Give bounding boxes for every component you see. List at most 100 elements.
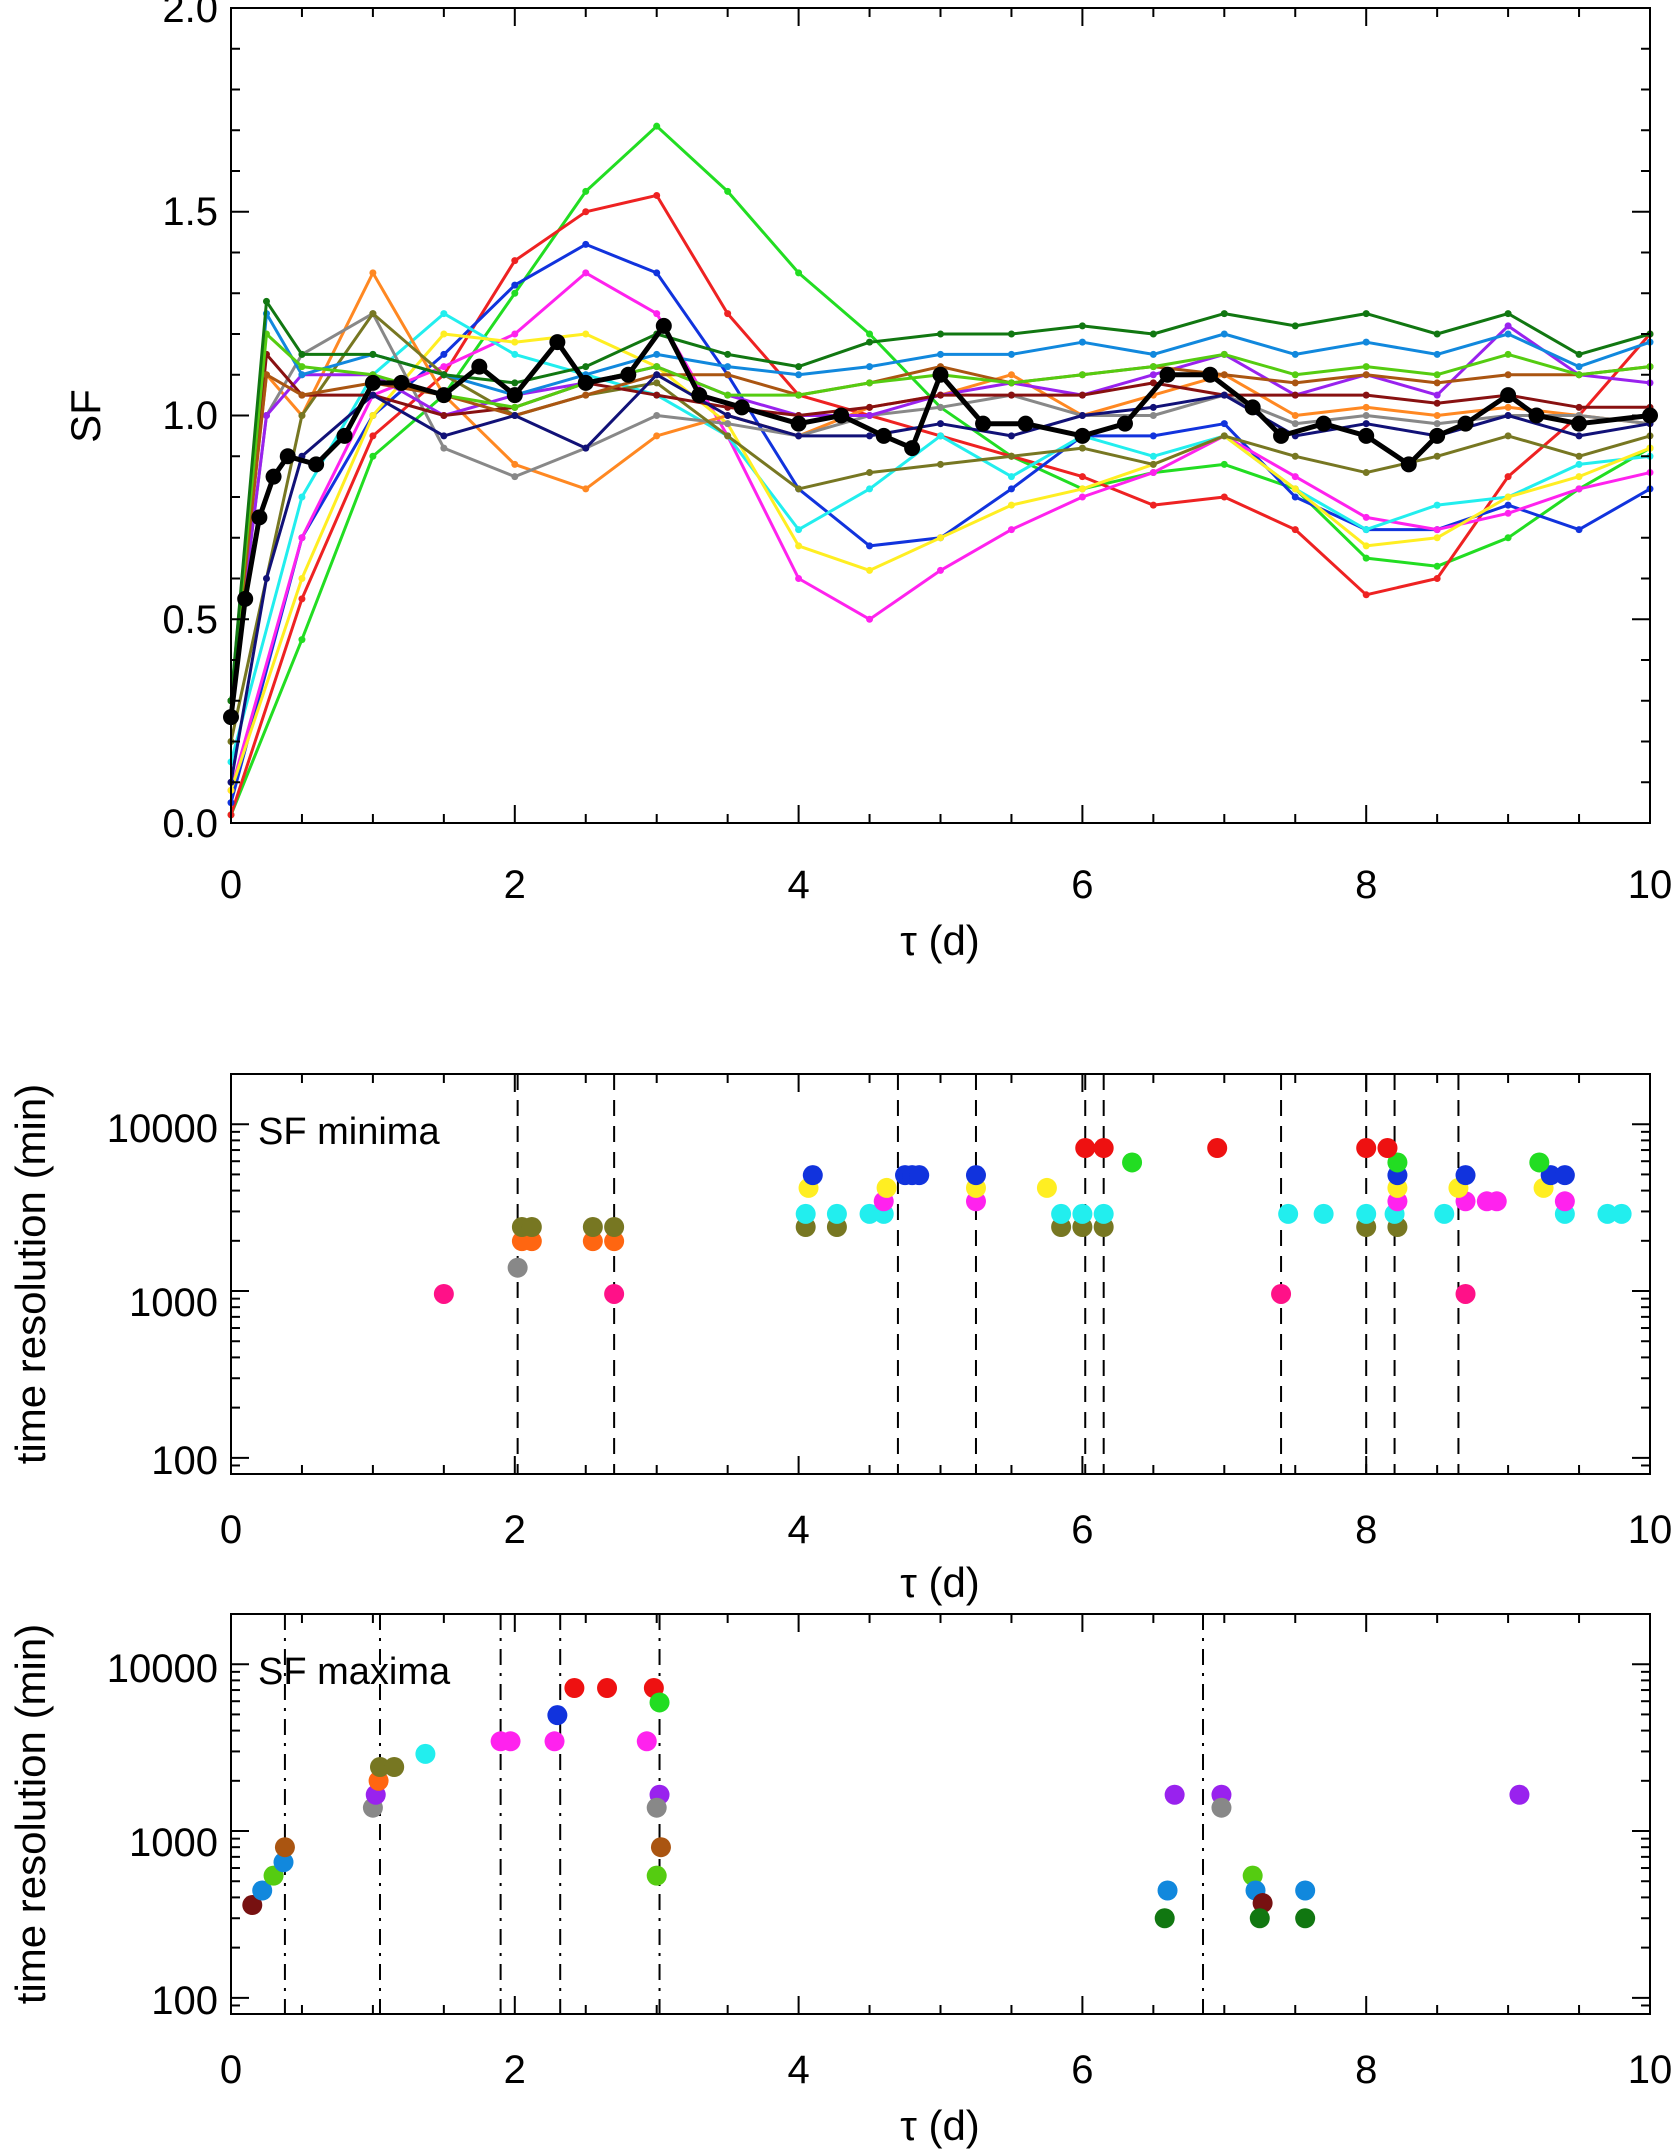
data-point-magenta [1433, 526, 1441, 534]
data-point-lime [1220, 350, 1228, 358]
data-point-blue [1149, 432, 1157, 440]
data-point-mean [471, 358, 488, 375]
scatter-point [1554, 1191, 1575, 1212]
scatter-point [604, 1283, 625, 1304]
data-point-yellow [1007, 501, 1015, 509]
data-point-darkgreen [298, 350, 306, 358]
data-point-mean [1315, 415, 1332, 432]
data-point-olive [866, 469, 874, 477]
data-point-olive [1433, 452, 1441, 460]
data-point-yellow [866, 566, 874, 574]
data-point-orange [582, 485, 590, 493]
data-point-gray [1291, 420, 1299, 428]
sf-curves-panel: 0 2 4 6 8 10 0.0 0.5 1.0 1.5 2.0 τ (d) S… [62, 0, 1672, 964]
data-point-navy [1220, 391, 1228, 399]
data-point-darkgreen [1362, 310, 1370, 318]
data-point-red [582, 208, 590, 216]
data-point-orange [1362, 403, 1370, 411]
data-point-darkgreen [440, 371, 448, 379]
data-point-lime [1149, 363, 1157, 371]
data-point-mean [1244, 399, 1261, 416]
data-point-darkred [440, 412, 448, 419]
scatter-point [1164, 1784, 1185, 1805]
data-point-darkgreen [937, 330, 944, 338]
data-point-mean [1017, 415, 1034, 432]
scatter-point [582, 1217, 603, 1238]
y-tick-label: 1000 [129, 1281, 218, 1325]
scatter-point [604, 1231, 625, 1252]
data-point-blue [653, 269, 661, 277]
data-point-yellow [511, 338, 519, 346]
data-point-cyan [1149, 452, 1157, 460]
scatter-point [1122, 1152, 1143, 1173]
data-point-steelblue [298, 371, 306, 379]
data-point-darkred [1007, 391, 1015, 399]
data-point-yellow [1575, 473, 1583, 481]
data-point-darkgreen [1575, 350, 1583, 358]
scatter-point [909, 1165, 930, 1186]
data-point-cyan [1362, 526, 1370, 534]
scatter-point [646, 1865, 667, 1886]
scatter-point [1154, 1908, 1175, 1929]
data-point-green [653, 122, 661, 130]
data-point-gray [1149, 412, 1157, 419]
scatter-point [415, 1743, 436, 1764]
scatter-point [1036, 1177, 1057, 1198]
data-point-darkred [1362, 391, 1370, 399]
data-point-mean [620, 366, 637, 383]
data-point-mean [1429, 427, 1446, 444]
sf-minima-label: SF minima [258, 1111, 440, 1153]
scatter-point [1597, 1203, 1618, 1224]
y-tick-label: 0.5 [162, 598, 218, 642]
data-point-red [369, 432, 377, 440]
data-point-navy [724, 412, 732, 419]
data-point-mean [790, 415, 807, 432]
data-point-steelblue [1433, 350, 1441, 358]
data-point-magenta [795, 575, 803, 582]
scatter-point [965, 1165, 986, 1186]
sf-maxima-x-axis-title: τ (d) [900, 2102, 980, 2149]
data-point-steelblue [1362, 338, 1370, 346]
scatter-point [650, 1837, 671, 1858]
x-tick-label: 10 [1628, 2048, 1673, 2092]
data-point-steelblue [866, 363, 874, 371]
data-point-olive [1078, 444, 1086, 452]
data-point-lime [653, 363, 661, 371]
data-point-mean [875, 427, 892, 444]
data-point-yellow [1078, 485, 1086, 493]
series-line-darkgreen [229, 299, 1651, 701]
data-point-magenta [1149, 469, 1157, 477]
y-tick-label: 0.0 [162, 802, 218, 846]
data-point-cyan [298, 493, 306, 501]
data-point-mean [975, 415, 992, 432]
data-point-magenta [1575, 485, 1583, 493]
data-point-yellow [937, 534, 944, 542]
data-point-navy [1575, 432, 1583, 440]
sf-maxima-panel: 0 2 4 6 8 10 100 1000 10000 SF maxima τ … [7, 1613, 1673, 2149]
data-point-purple [1433, 391, 1441, 399]
data-point-lime [1433, 371, 1441, 379]
data-point-lime [1078, 371, 1086, 379]
data-point-olive [795, 485, 803, 493]
data-point-darkred [1291, 391, 1299, 399]
data-point-olive [298, 412, 306, 419]
data-point-red [511, 257, 519, 265]
scatter-point [1072, 1203, 1093, 1224]
data-point-cyan [440, 310, 448, 318]
scatter-point [1207, 1138, 1228, 1159]
sf-maxima-label: SF maxima [258, 1651, 451, 1693]
y-tick-label: 1000 [129, 1821, 218, 1865]
data-point-steelblue [653, 350, 661, 358]
data-point-darkgreen [1504, 310, 1512, 318]
data-point-brown [1362, 371, 1370, 379]
data-point-magenta [653, 310, 661, 318]
data-point-darkgreen [724, 350, 732, 358]
data-point-mean [237, 590, 254, 607]
data-point-green [1433, 562, 1441, 570]
scatter-point [582, 1231, 603, 1252]
scatter-point [1486, 1191, 1507, 1212]
data-point-lime [1291, 371, 1299, 379]
scatter-point [1249, 1908, 1270, 1929]
data-point-brown [1504, 371, 1512, 379]
